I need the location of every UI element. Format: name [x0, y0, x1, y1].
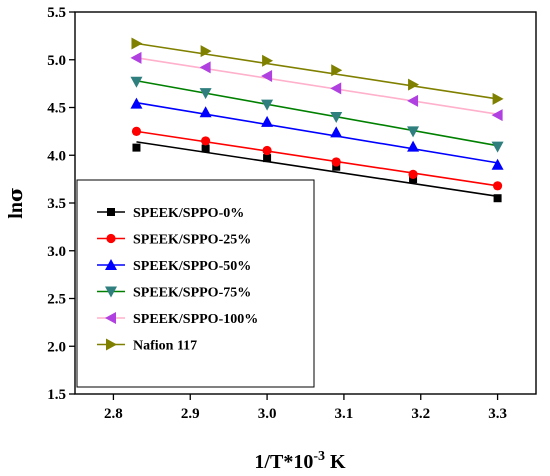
y-tick-label: 5.5 [47, 5, 66, 21]
series-group [130, 97, 504, 170]
x-tick-label: 3.3 [488, 406, 507, 422]
legend-label: SPEEK/SPPO-0% [133, 206, 244, 221]
series-fit-line [136, 79, 498, 147]
legend-marker [106, 233, 116, 244]
data-point [330, 82, 342, 95]
x-tick-label: 3.0 [258, 406, 277, 422]
data-point [261, 69, 273, 82]
data-point [492, 92, 504, 105]
data-point [409, 175, 418, 184]
legend-marker [106, 338, 117, 351]
data-point [331, 64, 343, 77]
data-point [201, 136, 211, 146]
series-layer [130, 37, 504, 203]
series-group [130, 76, 504, 153]
data-point [131, 37, 143, 50]
legend-marker [105, 312, 116, 324]
y-axis-title: lnσ [3, 187, 27, 218]
data-point [199, 61, 211, 74]
data-point [330, 112, 343, 124]
data-point [130, 51, 142, 64]
data-point [491, 109, 503, 122]
y-tick-label: 5.0 [47, 53, 66, 69]
x-axis-title-base: 1/T*10 [254, 451, 313, 473]
series-fit-line [136, 42, 498, 100]
legend-label: SPEEK/SPPO-50% [133, 259, 251, 274]
data-point [492, 181, 503, 191]
y-tick-label: 4.5 [47, 101, 66, 117]
legend-label: SPEEK/SPPO-75% [133, 286, 251, 301]
data-point [201, 144, 210, 153]
axis-ticks: 2.8 2.9 3.0 3.1 3.2 3.3 1.5 2.0 2.5 3.0 3.5 4.0 4.5 5… [47, 5, 507, 422]
data-point [199, 106, 212, 118]
legend: SPEEK/SPPO-0% SPEEK/SPPO-25% SPEEK/SPPO-50… [76, 179, 315, 388]
legend-label: Nafion 117 [133, 339, 197, 354]
data-point [200, 45, 212, 58]
y-axis-title-symbol: σ [3, 187, 27, 202]
data-point [332, 162, 341, 171]
data-point [493, 194, 502, 203]
x-axis-title-exponent: -3 [313, 449, 325, 464]
series-group [131, 37, 504, 105]
y-tick-label: 4.0 [47, 148, 66, 164]
legend-marker [105, 259, 117, 270]
data-point [491, 141, 504, 153]
data-point [261, 115, 274, 127]
y-axis-title-base: ln [5, 202, 27, 219]
x-tick-label: 2.8 [104, 406, 123, 422]
y-tick-label: 1.5 [47, 387, 66, 403]
y-tick-label: 3.5 [47, 196, 66, 212]
legend-label: SPEEK/SPPO-100% [133, 312, 258, 327]
series-fit-line [136, 57, 498, 115]
data-point [131, 126, 142, 136]
x-tick-label: 3.2 [411, 406, 430, 422]
x-axis-title-unit: K [325, 451, 346, 473]
data-point [408, 169, 418, 179]
legend-marker [107, 208, 115, 216]
series-fit-line [136, 141, 498, 198]
series-group [130, 51, 503, 122]
legend-label: SPEEK/SPPO-25% [133, 233, 251, 248]
y-tick-label: 2.0 [47, 339, 66, 355]
y-tick-label: 3.0 [47, 244, 66, 260]
series-group [131, 126, 503, 191]
legend-marker [105, 286, 117, 298]
data-point [491, 158, 504, 170]
data-point [407, 126, 420, 138]
data-point [261, 99, 274, 111]
data-point [132, 143, 141, 152]
series-fit-line [136, 130, 498, 187]
series-fit-line [136, 101, 498, 164]
legend-box [76, 179, 315, 388]
data-point [407, 94, 419, 107]
series-group [132, 141, 502, 203]
data-point [330, 126, 343, 138]
data-point [408, 78, 420, 91]
y-tick-label: 2.5 [47, 292, 66, 308]
data-point [262, 145, 272, 156]
data-point [331, 157, 341, 167]
data-point [130, 97, 143, 109]
data-point [130, 76, 143, 88]
data-point [263, 154, 272, 163]
data-point [407, 140, 420, 152]
x-tick-label: 2.9 [181, 406, 200, 422]
x-axis-title: 1/T*10-3 K [254, 449, 346, 473]
data-point [199, 88, 212, 100]
data-point [262, 54, 274, 67]
x-tick-label: 3.1 [335, 406, 354, 422]
